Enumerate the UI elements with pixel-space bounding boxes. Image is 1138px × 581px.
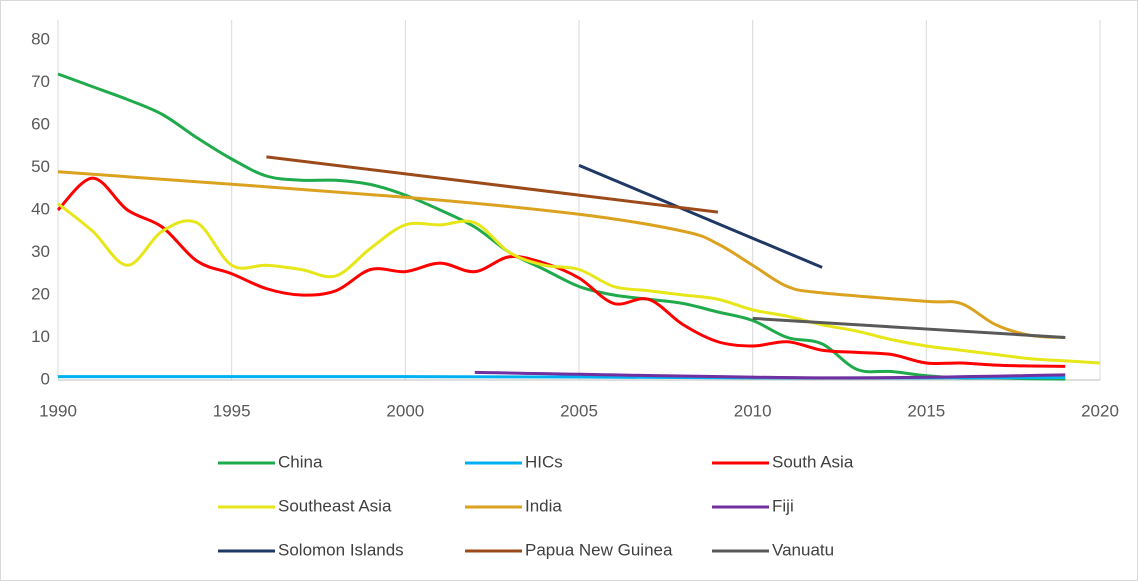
- y-tick-label: 0: [41, 369, 50, 388]
- series-line: [578, 163, 823, 269]
- legend-label: China: [278, 452, 323, 471]
- y-tick-label: 80: [31, 29, 50, 48]
- y-tick-label: 20: [31, 284, 50, 303]
- y-tick-label: 10: [31, 327, 50, 346]
- series-line: [266, 155, 719, 214]
- legend-label: India: [525, 496, 562, 515]
- series-line: [474, 370, 1066, 380]
- legend-label: Fiji: [772, 496, 794, 515]
- legend-label: HICs: [525, 452, 563, 471]
- series-line: [57, 170, 1066, 339]
- x-tick-label: 2010: [734, 401, 772, 420]
- x-tick-label: 1990: [39, 401, 77, 420]
- legend-label: South Asia: [772, 452, 854, 471]
- legend-label: Vanuatu: [772, 540, 834, 559]
- x-tick-label: 2020: [1081, 401, 1119, 420]
- y-tick-label: 30: [31, 242, 50, 261]
- series-line: [57, 72, 1066, 381]
- y-tick-label: 60: [31, 114, 50, 133]
- series-line: [56, 176, 1066, 368]
- legend-label: Papua New Guinea: [525, 540, 673, 559]
- legend-label: Solomon Islands: [278, 540, 404, 559]
- x-tick-label: 1995: [213, 401, 251, 420]
- y-tick-label: 40: [31, 199, 50, 218]
- x-tick-label: 2015: [907, 401, 945, 420]
- x-tick-label: 2000: [386, 401, 424, 420]
- legend-label: Southeast Asia: [278, 496, 392, 515]
- y-tick-label: 70: [31, 72, 50, 91]
- series-line: [57, 202, 1101, 365]
- x-tick-label: 2005: [560, 401, 598, 420]
- y-tick-label: 50: [31, 157, 50, 176]
- series-line: [752, 316, 1066, 339]
